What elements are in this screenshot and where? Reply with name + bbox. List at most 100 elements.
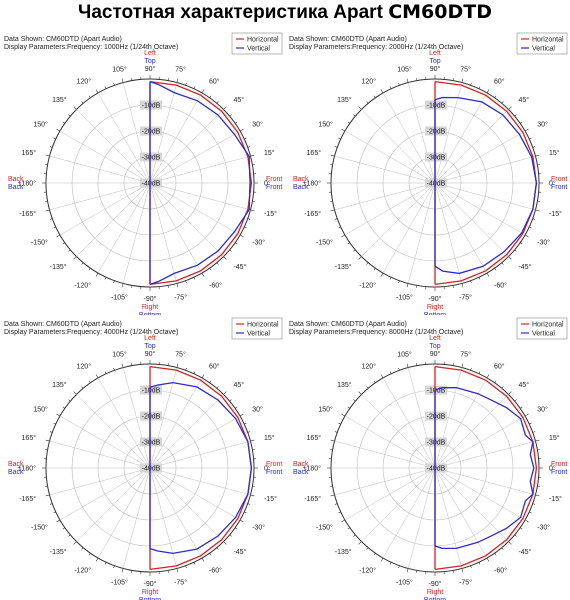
tick-mark [193,562,196,565]
tick-mark [461,568,464,573]
angle-label: -120° [74,282,91,290]
tick-mark [45,439,50,442]
data-shown-value: CM60DTD (Apart Audio) [46,36,122,43]
grid-spoke [407,367,436,469]
grid-spoke [76,109,151,184]
db-label: -20dB [427,129,446,136]
angle-label: -60° [494,567,507,575]
tick-mark [201,557,205,562]
direction-right: Right [427,304,443,311]
tick-mark [398,367,400,371]
angle-label: 90° [430,65,441,73]
tick-mark [366,547,369,550]
tick-mark [334,503,338,505]
grid-spoke [149,92,203,184]
angle-label: -135° [50,263,67,271]
grid-spoke [434,182,536,211]
tick-mark [56,234,61,238]
tick-mark [514,114,517,117]
legend: Horizontal Vertical [516,32,568,55]
grid-spoke [344,182,436,236]
db-label-bg [425,100,447,110]
angle-label: 165° [307,434,322,442]
grid-spoke [76,394,151,469]
tick-mark [239,413,244,417]
tick-mark [501,101,504,104]
tick-mark [494,95,497,98]
tick-mark [470,565,472,569]
tick-mark [193,277,196,280]
tick-mark [56,128,61,132]
tick-mark [216,386,219,389]
tick-mark [49,146,53,148]
angle-label: -30° [252,524,265,532]
grid-spoke [97,467,151,559]
series-vertical-line [149,381,253,555]
angle-label: -105° [396,293,413,301]
db-label: -40dB [427,466,446,473]
tick-mark [478,371,481,374]
tick-mark [535,494,540,497]
tick-mark [53,137,56,140]
legend-entry: Vertical [532,46,555,53]
tick-mark [88,380,91,383]
direction-left: Left [429,50,441,57]
title-prefix: Частотная характеристика Apart [78,2,389,23]
db-label: -10dB [427,388,446,395]
db-label-bg [425,152,447,162]
data-shown-label: Data Shown: [289,321,329,328]
tick-mark [185,565,187,569]
tick-mark [62,406,65,409]
tick-mark [239,128,244,132]
tick-mark [235,527,238,530]
direction-left: Left [429,335,441,342]
angle-label: ±180° [303,465,322,473]
tick-mark [524,128,529,132]
db-label-bg [425,126,447,136]
angle-label: -150° [316,239,333,247]
tick-mark [121,568,124,573]
tick-mark [216,262,219,265]
angle-label: 150° [33,406,48,414]
angle-label: 30° [252,406,263,414]
grid-spoke [49,467,151,496]
grid-spoke [434,92,488,184]
polar-grid [327,75,543,291]
angle-label: -75° [459,578,472,586]
db-label-bg [425,178,447,188]
grid-spoke [149,415,241,469]
tick-mark [529,422,532,425]
tick-mark [373,553,376,556]
angle-label: 165° [22,434,37,442]
db-label-bg [140,152,162,162]
tick-mark [73,106,77,110]
direction-front-h: Front [266,461,282,468]
page-title: Частотная характеристика Apart CM60DTD [0,1,570,24]
tick-mark [104,86,107,89]
tick-mark [532,218,536,220]
tick-mark [62,242,65,245]
angle-label: 150° [33,121,48,129]
tick-mark [235,406,238,409]
angle-label: 135° [337,381,352,389]
tick-mark [193,86,196,89]
tick-mark [520,527,523,530]
grid-spoke [122,467,151,569]
angle-label: 135° [52,96,67,104]
grid-spoke [149,467,203,559]
direction-left: Left [144,50,156,57]
angle-label: 0° [264,465,271,473]
tick-mark [341,234,346,238]
direction-front-h: Front [266,176,282,183]
tick-mark [244,511,247,514]
direction-front-h: Front [551,176,567,183]
angle-label: -60° [209,567,222,575]
tick-mark [398,82,400,86]
angle-label: -105° [111,293,128,301]
grid-spoke [149,467,178,569]
grid-spoke [382,182,436,274]
tick-mark [113,565,115,569]
grid-spoke [97,182,151,274]
angle-label: -15° [264,210,277,218]
tick-mark [176,78,179,83]
